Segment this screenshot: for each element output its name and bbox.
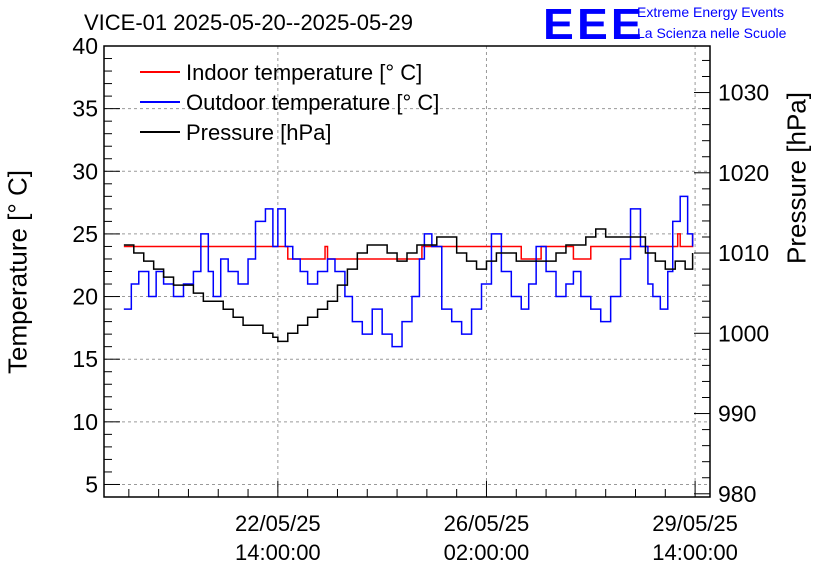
legend-label-pressure: Pressure [hPa]: [186, 120, 332, 145]
y-right-tick-label: 980: [718, 481, 756, 507]
legend-label-indoor: Indoor temperature [° C]: [186, 60, 422, 85]
y-left-tick-label: 35: [72, 96, 98, 122]
y-right-tick-label: 1000: [718, 320, 769, 346]
y-left-tick-label: 20: [72, 284, 98, 310]
y-left-tick-label: 25: [72, 221, 98, 247]
y-left-tick-label: 15: [72, 346, 98, 372]
series-line-outdoor: [123, 195, 694, 348]
y-left-tick-label: 40: [72, 33, 98, 59]
y-left-tick-label: 5: [85, 471, 98, 497]
y-right-tick-label: 1020: [718, 160, 769, 186]
y-right-tick-label: 1010: [718, 240, 769, 266]
x-tick-label-date: 29/05/25: [652, 511, 738, 536]
logo-caption-line1: Extreme Energy Events: [637, 4, 785, 20]
y-left-tick-label: 10: [72, 409, 98, 435]
y-right-tick-label: 1030: [718, 80, 769, 106]
x-tick-label-time: 14:00:00: [235, 540, 321, 565]
y-axis-label-left: Temperature [° C]: [2, 169, 33, 375]
logo-caption-line2: La Scienza nelle Scuole: [637, 25, 787, 41]
series-line-pressure: [123, 228, 694, 343]
chart-title: VICE-01 2025-05-20--2025-05-29: [84, 10, 413, 35]
legend-label-outdoor: Outdoor temperature [° C]: [186, 90, 439, 115]
x-tick-label-date: 22/05/25: [235, 511, 321, 536]
series-line-indoor: [123, 233, 694, 260]
eee-logo: EEE: [543, 0, 645, 49]
x-tick-label-date: 26/05/25: [444, 511, 530, 536]
x-tick-label-time: 14:00:00: [652, 540, 738, 565]
y-axis-label-right: Pressure [hPa]: [781, 92, 812, 264]
x-tick-label-time: 02:00:00: [444, 540, 530, 565]
y-right-tick-label: 990: [718, 401, 756, 427]
y-left-tick-label: 30: [72, 158, 98, 184]
